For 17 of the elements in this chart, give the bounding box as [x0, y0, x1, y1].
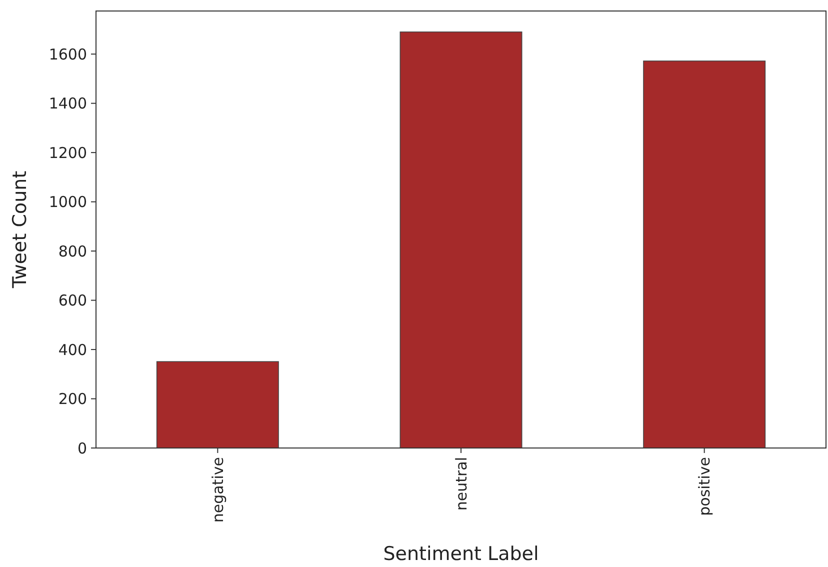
y-tick-label: 1000	[48, 193, 87, 212]
y-tick-label: 1400	[48, 94, 87, 113]
y-tick-label: 800	[58, 242, 87, 260]
y-tick-label: 0	[77, 439, 87, 458]
y-tick-label: 600	[58, 292, 87, 310]
x-axis-title: Sentiment Label	[383, 543, 539, 565]
bar	[156, 361, 279, 448]
x-tick-label: negative	[208, 457, 227, 523]
y-axis-title: Tweet Count	[9, 170, 31, 290]
bar	[643, 60, 766, 448]
y-tick-label: 1200	[48, 144, 87, 162]
y-tick-label: 200	[58, 390, 87, 408]
x-tick-label: neutral	[452, 457, 470, 511]
x-tick-label: positive	[696, 457, 714, 516]
y-tick-label: 400	[58, 340, 87, 359]
y-tick-label: 1600	[48, 45, 87, 64]
bar	[400, 32, 522, 448]
